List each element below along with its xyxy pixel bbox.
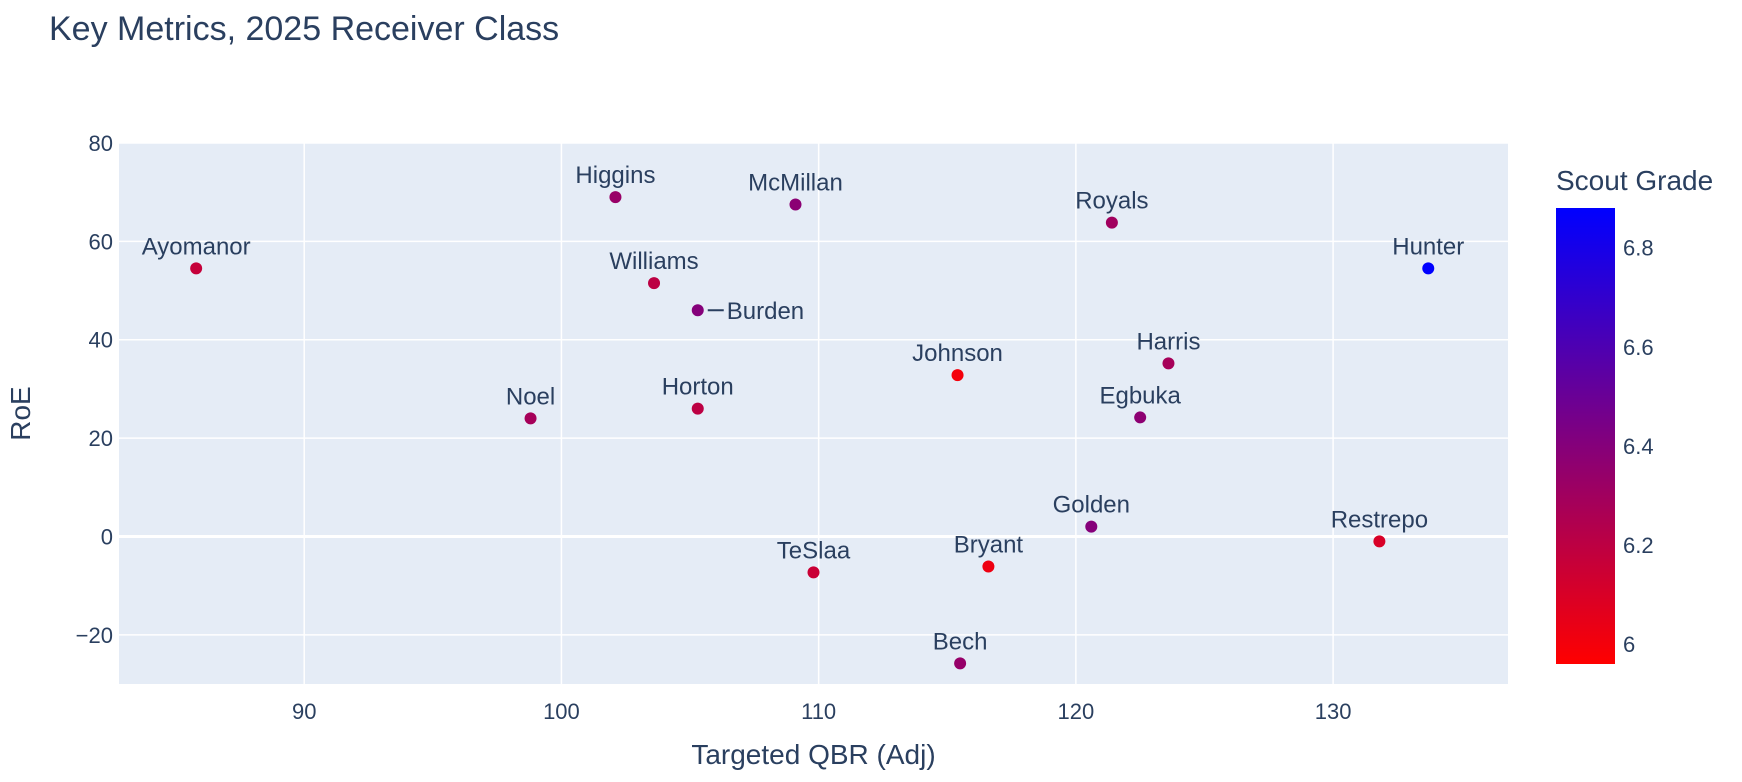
data-point (1162, 357, 1175, 370)
data-point (524, 412, 537, 425)
y-tick-label: 80 (89, 131, 113, 156)
x-tick-label: 90 (292, 699, 316, 724)
data-point (609, 191, 622, 204)
data-point (807, 566, 820, 579)
point-label: Egbuka (1099, 382, 1181, 409)
x-tick-label: 110 (801, 699, 836, 724)
point-label: Johnson (912, 340, 1003, 367)
chart-title: Key Metrics, 2025 Receiver Class (49, 10, 560, 48)
y-axis-title: RoE (5, 386, 36, 440)
x-tick-label: 100 (543, 699, 580, 724)
data-point (1085, 520, 1098, 533)
colorbar-tick-label: 6.8 (1623, 236, 1654, 261)
data-point (1105, 216, 1118, 229)
data-point (691, 304, 704, 317)
point-label: Ayomanor (142, 233, 251, 260)
colorbar-tick-label: 6.4 (1623, 434, 1654, 459)
point-label: Higgins (575, 162, 655, 189)
point-label: Williams (609, 248, 698, 275)
point-label: TeSlaa (777, 537, 851, 564)
colorbar-tick-label: 6.2 (1623, 533, 1654, 558)
data-point (982, 560, 995, 573)
data-points: Ayomanor Higgins McMillan Royals Hunter Willi… (142, 162, 1464, 670)
y-tick-label: 0 (101, 524, 113, 549)
data-point (648, 277, 661, 290)
colorbar-tick-label: 6 (1623, 632, 1635, 657)
data-point (954, 657, 967, 670)
point-label: Noel (506, 383, 555, 410)
colorbar-tick-label: 6.6 (1623, 335, 1654, 360)
grid-lines (119, 142, 1508, 684)
point-label: Burden (727, 298, 804, 325)
colorbar (1556, 208, 1615, 664)
point-label: Harris (1136, 328, 1200, 355)
data-point (1373, 535, 1386, 548)
tick-labels: 90 100 110 120 130 −20 0 20 40 60 80 (76, 131, 1352, 724)
data-point (190, 262, 203, 275)
plot-area (119, 143, 1508, 684)
point-label: McMillan (748, 169, 843, 196)
colorbar-tick-labels: 6 6.2 6.4 6.6 6.8 (1623, 236, 1654, 658)
x-axis-title: Targeted QBR (Adj) (691, 739, 935, 770)
point-label: Hunter (1392, 233, 1464, 260)
x-tick-label: 130 (1315, 699, 1352, 724)
data-point (1422, 262, 1435, 275)
data-point (789, 198, 802, 211)
x-tick-label: 120 (1058, 699, 1095, 724)
point-label: Bryant (954, 531, 1024, 558)
y-tick-label: 40 (89, 328, 113, 353)
point-label: Golden (1053, 492, 1130, 519)
data-point (951, 369, 964, 382)
y-tick-label: 20 (89, 426, 113, 451)
point-label: Bech (933, 628, 988, 655)
point-label: Restrepo (1331, 506, 1428, 533)
y-tick-label: −20 (76, 623, 113, 648)
data-point (691, 402, 704, 415)
y-tick-label: 60 (89, 229, 113, 254)
point-label: Royals (1075, 188, 1148, 215)
data-point (1134, 411, 1147, 424)
colorbar-title: Scout Grade (1556, 165, 1713, 196)
point-label: Horton (662, 374, 734, 401)
